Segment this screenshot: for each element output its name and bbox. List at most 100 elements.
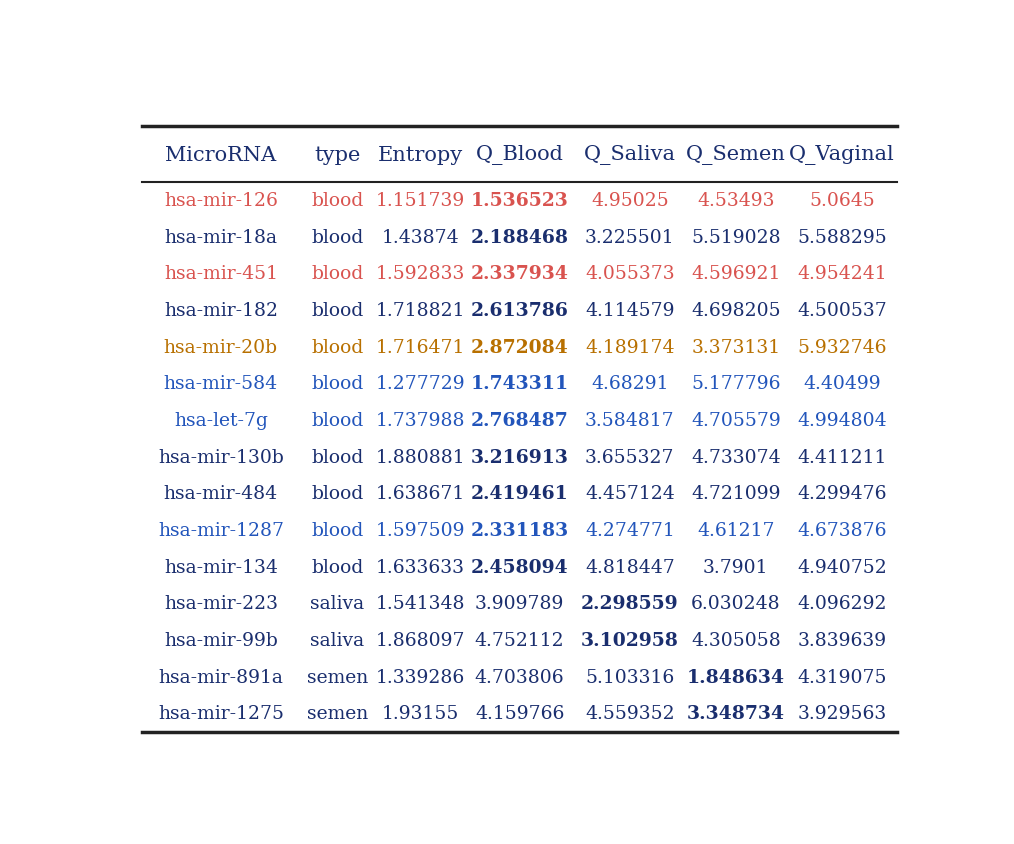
Text: 3.839639: 3.839639 <box>797 631 886 649</box>
Text: 5.588295: 5.588295 <box>797 229 886 246</box>
Text: 4.457124: 4.457124 <box>585 484 674 503</box>
Text: 4.703806: 4.703806 <box>475 668 565 685</box>
Text: 2.613786: 2.613786 <box>470 301 569 320</box>
Text: 3.225501: 3.225501 <box>585 229 674 246</box>
Text: Entropy: Entropy <box>377 145 462 165</box>
Text: blood: blood <box>311 412 364 430</box>
Text: hsa-mir-99b: hsa-mir-99b <box>164 631 278 649</box>
Text: 4.53493: 4.53493 <box>697 192 775 210</box>
Text: 4.940752: 4.940752 <box>797 558 886 576</box>
Text: 4.752112: 4.752112 <box>475 631 565 649</box>
Text: 1.597509: 1.597509 <box>375 522 464 539</box>
Text: 4.055373: 4.055373 <box>585 265 674 283</box>
Text: hsa-mir-891a: hsa-mir-891a <box>158 668 283 685</box>
Text: 1.880881: 1.880881 <box>375 448 464 466</box>
Text: 4.189174: 4.189174 <box>585 338 674 356</box>
Text: 1.848634: 1.848634 <box>686 668 785 685</box>
Text: 3.655327: 3.655327 <box>585 448 674 466</box>
Text: 1.638671: 1.638671 <box>375 484 464 503</box>
Text: hsa-mir-182: hsa-mir-182 <box>164 301 278 320</box>
Text: 4.721099: 4.721099 <box>692 484 781 503</box>
Text: 4.68291: 4.68291 <box>591 375 668 392</box>
Text: 4.159766: 4.159766 <box>475 705 565 722</box>
Text: 4.61217: 4.61217 <box>697 522 775 539</box>
Text: hsa-mir-1287: hsa-mir-1287 <box>158 522 284 539</box>
Text: 4.411211: 4.411211 <box>797 448 886 466</box>
Text: 2.419461: 2.419461 <box>470 484 569 503</box>
Text: 4.299476: 4.299476 <box>797 484 886 503</box>
Text: 4.673876: 4.673876 <box>797 522 886 539</box>
Text: 4.994804: 4.994804 <box>797 412 886 430</box>
Text: 3.348734: 3.348734 <box>686 705 785 722</box>
Text: 1.716471: 1.716471 <box>375 338 464 356</box>
Text: blood: blood <box>311 301 364 320</box>
Text: 2.872084: 2.872084 <box>470 338 569 356</box>
Text: 1.592833: 1.592833 <box>375 265 464 283</box>
Text: 1.633633: 1.633633 <box>375 558 464 576</box>
Text: 3.373131: 3.373131 <box>692 338 781 356</box>
Text: Q_Semen: Q_Semen <box>685 145 786 165</box>
Text: 4.096292: 4.096292 <box>797 594 886 613</box>
Text: 4.705579: 4.705579 <box>691 412 781 430</box>
Text: 3.909789: 3.909789 <box>475 594 565 613</box>
Text: saliva: saliva <box>310 631 364 649</box>
Text: 4.698205: 4.698205 <box>691 301 781 320</box>
Text: 3.929563: 3.929563 <box>797 705 886 722</box>
Text: 1.868097: 1.868097 <box>375 631 464 649</box>
Text: 2.331183: 2.331183 <box>470 522 569 539</box>
Text: type: type <box>314 145 361 165</box>
Text: saliva: saliva <box>310 594 364 613</box>
Text: hsa-let-7g: hsa-let-7g <box>174 412 268 430</box>
Text: 4.95025: 4.95025 <box>591 192 669 210</box>
Text: blood: blood <box>311 229 364 246</box>
Text: 4.954241: 4.954241 <box>797 265 886 283</box>
Text: blood: blood <box>311 522 364 539</box>
Text: 3.7901: 3.7901 <box>703 558 769 576</box>
Text: hsa-mir-20b: hsa-mir-20b <box>164 338 278 356</box>
Text: 1.339286: 1.339286 <box>375 668 464 685</box>
Text: hsa-mir-1275: hsa-mir-1275 <box>158 705 284 722</box>
Text: blood: blood <box>311 375 364 392</box>
Text: semen: semen <box>307 705 368 722</box>
Text: hsa-mir-130b: hsa-mir-130b <box>158 448 284 466</box>
Text: hsa-mir-134: hsa-mir-134 <box>164 558 278 576</box>
Text: 1.536523: 1.536523 <box>470 192 569 210</box>
Text: semen: semen <box>307 668 368 685</box>
Text: hsa-mir-584: hsa-mir-584 <box>164 375 278 392</box>
Text: Q_Saliva: Q_Saliva <box>584 145 676 165</box>
Text: 1.737988: 1.737988 <box>375 412 464 430</box>
Text: 2.768487: 2.768487 <box>470 412 569 430</box>
Text: 1.718821: 1.718821 <box>375 301 464 320</box>
Text: 2.337934: 2.337934 <box>470 265 569 283</box>
Text: 1.277729: 1.277729 <box>375 375 464 392</box>
Text: hsa-mir-18a: hsa-mir-18a <box>164 229 278 246</box>
Text: 1.541348: 1.541348 <box>375 594 464 613</box>
Text: 5.519028: 5.519028 <box>691 229 781 246</box>
Text: 4.319075: 4.319075 <box>797 668 886 685</box>
Text: hsa-mir-451: hsa-mir-451 <box>164 265 278 283</box>
Text: 4.40499: 4.40499 <box>803 375 880 392</box>
Text: 4.305058: 4.305058 <box>691 631 781 649</box>
Text: blood: blood <box>311 558 364 576</box>
Text: Q_Vaginal: Q_Vaginal <box>789 145 894 165</box>
Text: 4.818447: 4.818447 <box>585 558 674 576</box>
Text: blood: blood <box>311 192 364 210</box>
Text: 2.458094: 2.458094 <box>470 558 569 576</box>
Text: blood: blood <box>311 265 364 283</box>
Text: 4.733074: 4.733074 <box>691 448 781 466</box>
Text: 3.102958: 3.102958 <box>581 631 678 649</box>
Text: 4.274771: 4.274771 <box>585 522 674 539</box>
Text: hsa-mir-223: hsa-mir-223 <box>164 594 278 613</box>
Text: 1.93155: 1.93155 <box>381 705 458 722</box>
Text: 1.151739: 1.151739 <box>375 192 464 210</box>
Text: 4.500537: 4.500537 <box>797 301 886 320</box>
Text: 4.114579: 4.114579 <box>585 301 674 320</box>
Text: 6.030248: 6.030248 <box>691 594 781 613</box>
Text: blood: blood <box>311 338 364 356</box>
Text: 2.298559: 2.298559 <box>581 594 678 613</box>
Text: 5.177796: 5.177796 <box>692 375 781 392</box>
Text: 5.932746: 5.932746 <box>797 338 886 356</box>
Text: blood: blood <box>311 448 364 466</box>
Text: 4.559352: 4.559352 <box>585 705 674 722</box>
Text: 2.188468: 2.188468 <box>470 229 569 246</box>
